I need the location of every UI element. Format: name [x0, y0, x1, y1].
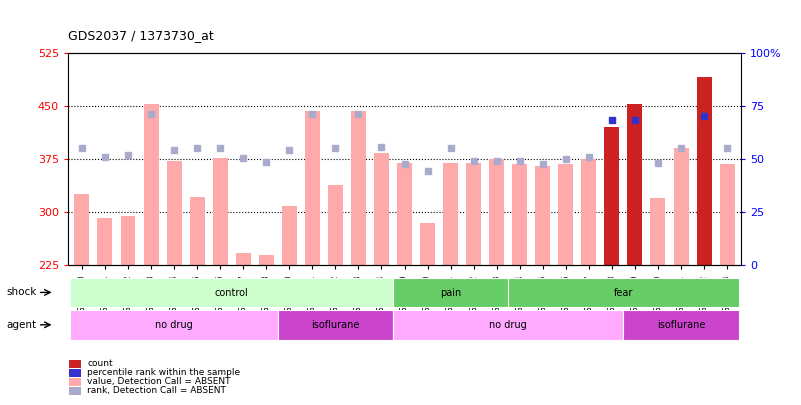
Bar — [674, 148, 689, 265]
Bar — [623, 310, 739, 339]
Bar — [443, 162, 458, 265]
Bar — [508, 278, 739, 307]
Bar — [489, 159, 504, 265]
Bar — [70, 310, 278, 339]
Bar — [69, 387, 82, 394]
Bar — [397, 162, 412, 265]
Text: percentile rank within the sample: percentile rank within the sample — [87, 368, 240, 377]
Text: isoflurane: isoflurane — [657, 320, 705, 330]
Text: rank, Detection Call = ABSENT: rank, Detection Call = ABSENT — [87, 386, 226, 395]
Bar — [605, 127, 619, 265]
Text: control: control — [215, 288, 248, 298]
Bar — [143, 104, 159, 265]
Bar — [650, 198, 666, 265]
Bar — [213, 158, 227, 265]
Bar — [74, 194, 90, 265]
Text: isoflurane: isoflurane — [312, 320, 360, 330]
Bar — [282, 207, 297, 265]
Bar — [351, 111, 366, 265]
Bar — [259, 255, 274, 265]
Bar — [393, 310, 623, 339]
Text: no drug: no drug — [489, 320, 527, 330]
Text: no drug: no drug — [155, 320, 193, 330]
Bar — [627, 104, 642, 265]
Bar — [305, 111, 320, 265]
Bar — [69, 360, 82, 368]
Bar — [582, 159, 596, 265]
Text: value, Detection Call = ABSENT: value, Detection Call = ABSENT — [87, 377, 231, 386]
Text: shock: shock — [6, 288, 37, 297]
Bar — [466, 162, 481, 265]
Bar — [374, 153, 389, 265]
Bar — [190, 196, 204, 265]
Bar — [535, 166, 550, 265]
Bar — [235, 253, 251, 265]
Bar — [69, 378, 82, 386]
Bar — [512, 164, 527, 265]
Bar — [697, 77, 711, 265]
Bar — [278, 310, 393, 339]
Bar — [328, 185, 343, 265]
Text: count: count — [87, 359, 113, 369]
Bar — [120, 215, 135, 265]
Text: agent: agent — [6, 320, 37, 330]
Bar — [70, 278, 393, 307]
Bar — [719, 164, 735, 265]
Bar — [393, 278, 508, 307]
Bar — [167, 161, 182, 265]
Text: pain: pain — [440, 288, 461, 298]
Text: GDS2037 / 1373730_at: GDS2037 / 1373730_at — [68, 30, 214, 43]
Text: fear: fear — [614, 288, 633, 298]
Bar — [420, 223, 435, 265]
Bar — [69, 369, 82, 377]
Bar — [558, 164, 574, 265]
Bar — [98, 218, 112, 265]
